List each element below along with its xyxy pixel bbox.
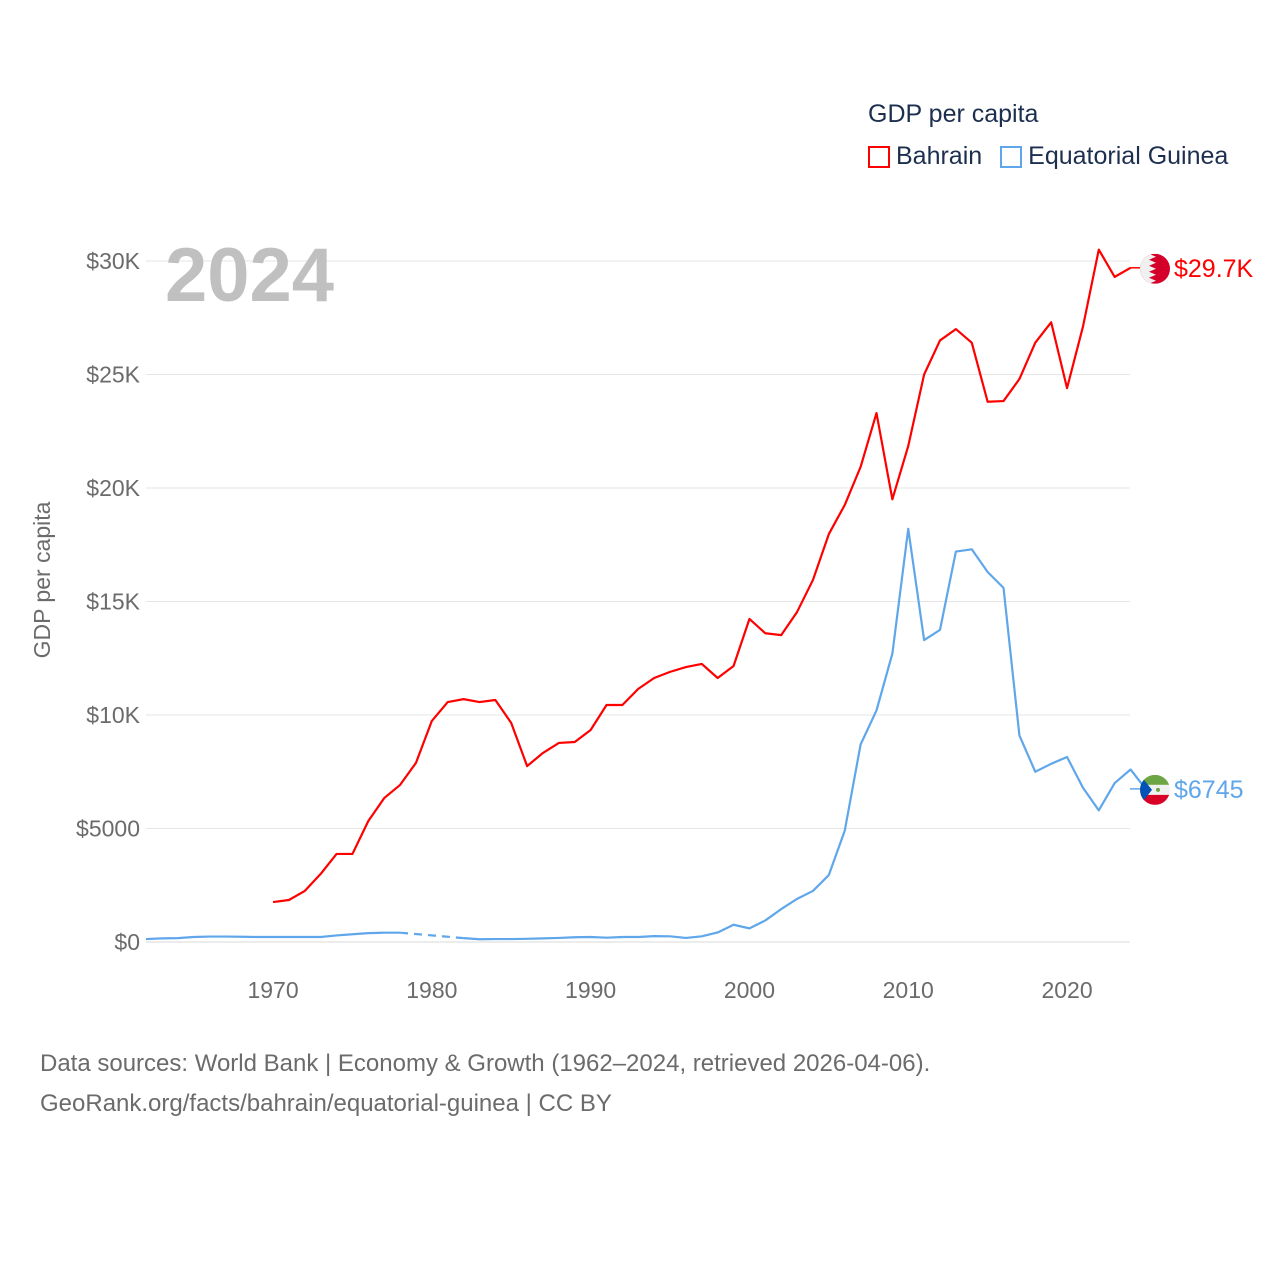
series-line-equatorial-guinea — [463, 527, 1163, 941]
y-tick-label: $15K — [86, 589, 140, 615]
equatorial-guinea-flag-icon — [1140, 774, 1170, 805]
legend-title: GDP per capita — [868, 100, 1039, 128]
legend-item-bahrain[interactable]: Bahrain — [868, 142, 982, 171]
legend-label-bahrain: Bahrain — [896, 142, 983, 170]
y-tick-label: $0 — [114, 929, 140, 955]
end-value-label-bahrain: $29.7K — [1174, 255, 1254, 283]
legend-label-equatorial-guinea: Equatorial Guinea — [1028, 142, 1229, 170]
y-tick-label: $25K — [86, 362, 140, 388]
x-tick-label: 2020 — [1041, 977, 1092, 1003]
x-tick-label: 1970 — [247, 977, 298, 1003]
bahrain-flag-icon — [1140, 253, 1170, 284]
end-value-label-equatorial-guinea: $6745 — [1174, 776, 1244, 804]
y-tick-label: $30K — [86, 248, 140, 274]
legend: Bahrain Equatorial Guinea — [868, 142, 1228, 171]
year-label: 2024 — [165, 233, 335, 318]
series-line-equatorial-guinea — [145, 931, 401, 941]
x-tick-label: 2000 — [724, 977, 775, 1003]
y-axis-label: GDP per capita — [29, 501, 55, 658]
legend-swatch-equatorial-guinea — [1000, 145, 1023, 168]
y-tick-label: $5000 — [76, 816, 140, 842]
footer: Data sources: World Bank | Economy & Gro… — [40, 1044, 930, 1124]
footer-sources: Data sources: World Bank | Economy & Gro… — [40, 1050, 931, 1077]
y-tick-label: $10K — [86, 702, 140, 728]
x-tick-label: 1980 — [406, 977, 457, 1003]
x-tick-label: 2010 — [883, 977, 934, 1003]
series-line-bahrain — [272, 248, 1132, 904]
legend-swatch-bahrain — [868, 145, 890, 168]
legend-item-equatorial-guinea[interactable]: Equatorial Guinea — [1000, 142, 1228, 171]
x-tick-label: 1990 — [565, 977, 616, 1003]
y-tick-label: $20K — [86, 475, 140, 501]
footer-link[interactable]: GeoRank.org/facts/bahrain/equatorial-gui… — [40, 1090, 612, 1117]
series-gap-equatorial-guinea — [399, 931, 464, 940]
